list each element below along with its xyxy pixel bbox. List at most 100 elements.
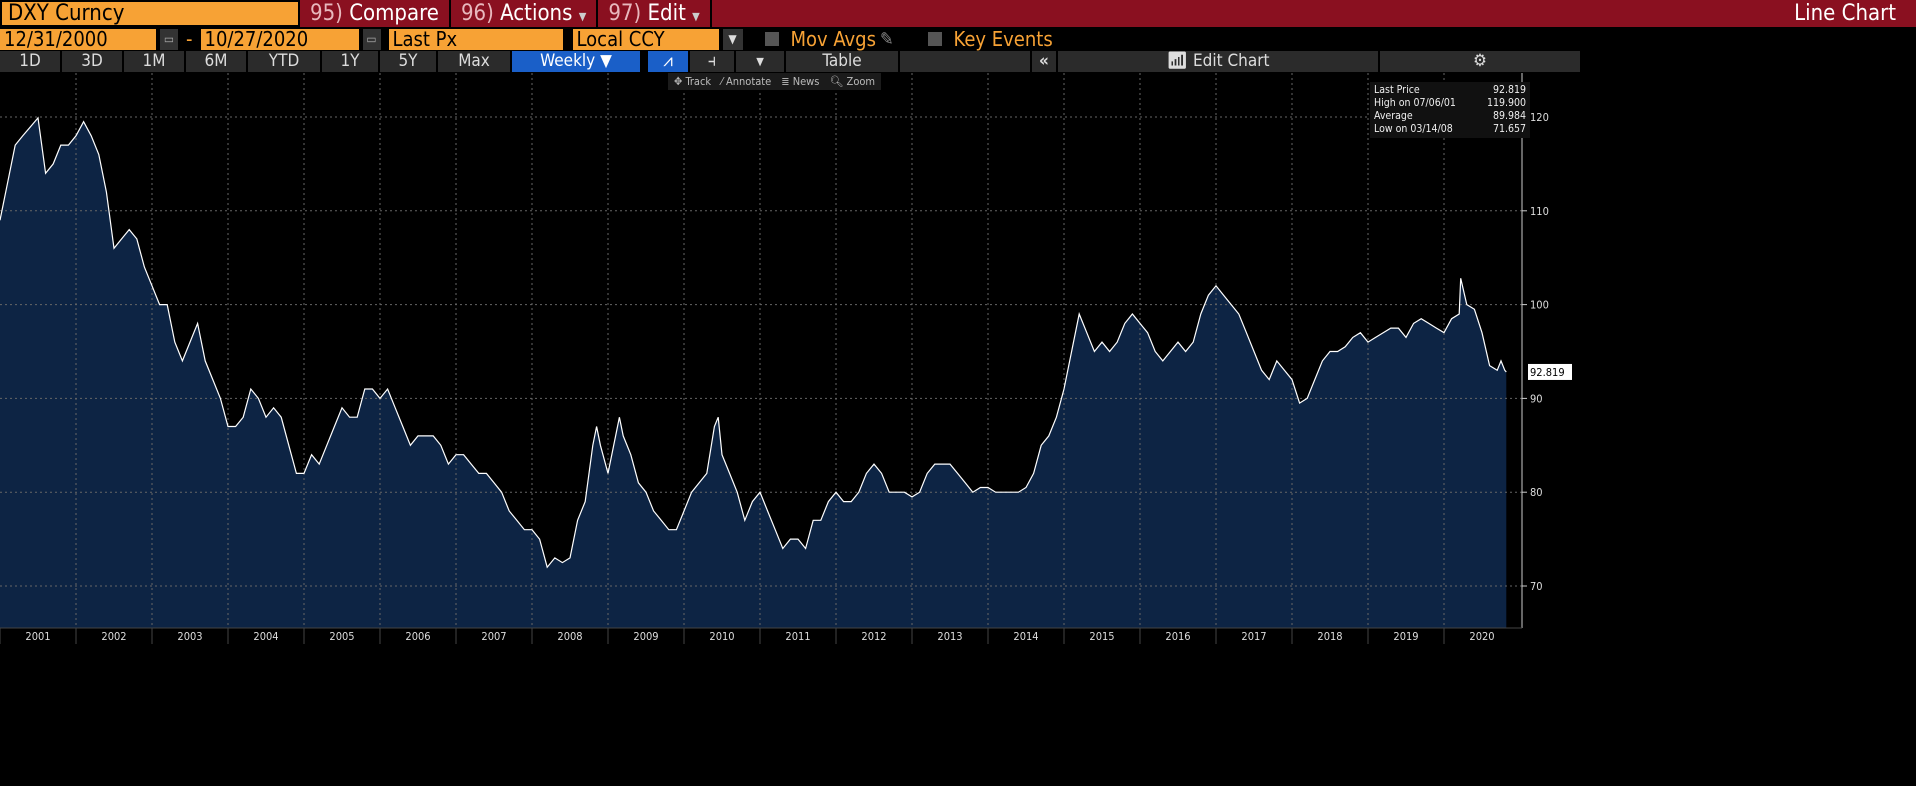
y-tick-label: 80	[1530, 486, 1543, 499]
news-tool[interactable]: ≣ News	[781, 75, 820, 88]
chart-legend: Last Price 92.819 High on 07/06/01 119.900…	[1370, 82, 1530, 138]
legend-avg-value: 89.984	[1492, 110, 1526, 122]
ticker-field[interactable]: DXY Curncy	[0, 0, 300, 27]
calendar-icon[interactable]: ▭	[160, 28, 178, 50]
x-tick-label: 2017	[1241, 630, 1266, 643]
legend-last-price[interactable]: Last Price 92.819	[1374, 84, 1526, 97]
chevron-down-icon[interactable]: ▼	[736, 51, 784, 72]
legend-last-value: 92.819	[1492, 84, 1526, 96]
news-label: News	[792, 75, 820, 88]
calendar-icon[interactable]: ▭	[362, 28, 381, 50]
legend-high-value: 119.900	[1486, 97, 1526, 109]
last-value-label: 92.819	[1530, 366, 1565, 379]
edit-button[interactable]: 97) Edit ▼	[598, 0, 712, 27]
mov-avgs-checkbox[interactable]	[764, 32, 779, 46]
annotate-label: Annotate	[725, 75, 772, 88]
line-chart[interactable]: 70 80 90 100 110 120 2001 2002 2003 2004 2005 2006 2…	[0, 73, 1916, 648]
chart-tools: ✥ Track ⁄ Annotate ≣ News 🔍︎ Zoom	[668, 73, 882, 90]
price-line	[0, 116, 1507, 569]
chart-toolbar: 1D 3D 1M 6M YTD 1Y 5Y Max Weekly ▼ ⩘ ⫞ ▼…	[0, 51, 1916, 72]
x-tick-label: 2014	[1013, 630, 1038, 643]
x-tick-label: 2008	[557, 630, 582, 643]
header-bar: DXY Curncy 95) Compare 96) Actions ▼ 97)…	[0, 0, 1916, 27]
area-fill	[0, 117, 1507, 629]
y-tick-label: 90	[1530, 392, 1543, 405]
start-date-field[interactable]: 12/31/2000	[0, 28, 156, 50]
track-label: Track	[685, 75, 712, 88]
annotate-tool[interactable]: ⁄ Annotate	[721, 75, 772, 88]
x-tick-label: 2003	[177, 630, 202, 643]
x-tick-label: 2010	[709, 630, 734, 643]
compare-button[interactable]: 95) Compare	[300, 0, 451, 27]
legend-low-label: Low on 03/14/08	[1374, 123, 1453, 135]
toolbar-spacer	[900, 51, 1030, 72]
range-1y[interactable]: 1Y	[322, 51, 378, 72]
x-tick-label: 2018	[1317, 630, 1342, 643]
options-bar: 12/31/2000 ▭ - 10/27/2020 ▭ Last Px Loca…	[0, 27, 1916, 51]
key-events-checkbox[interactable]	[927, 32, 942, 46]
range-6m[interactable]: 6M	[186, 51, 246, 72]
legend-low-value: 71.657	[1492, 123, 1526, 135]
actions-button[interactable]: 96) Actions ▼	[450, 0, 599, 27]
compare-label: Compare	[349, 1, 439, 26]
legend-avg-label: Average	[1374, 110, 1413, 122]
mov-avgs-label[interactable]: Mov Avgs	[790, 27, 876, 51]
compare-num: 95)	[310, 1, 343, 26]
chevron-down-icon[interactable]: ▼	[722, 28, 743, 50]
range-3d[interactable]: 3D	[62, 51, 122, 72]
x-tick-label: 2011	[785, 630, 810, 643]
collapse-button[interactable]: «	[1032, 51, 1056, 72]
legend-average: Average 89.984	[1374, 110, 1526, 123]
y-tick-label: 100	[1530, 299, 1549, 312]
legend-low: Low on 03/14/08 71.657	[1374, 123, 1526, 136]
caret-down-icon: ▼	[692, 10, 700, 23]
period-select[interactable]: Weekly ▼	[512, 51, 640, 72]
y-tick-label: 110	[1530, 205, 1549, 218]
edit-chart-label: Edit Chart	[1192, 51, 1270, 71]
end-date-field[interactable]: 10/27/2020	[200, 28, 359, 50]
track-tool[interactable]: ✥ Track	[674, 75, 712, 88]
x-tick-label: 2009	[633, 630, 658, 643]
settings-gear-icon[interactable]: ⚙	[1380, 51, 1580, 72]
x-tick-label: 2001	[25, 630, 50, 643]
range-1d[interactable]: 1D	[0, 51, 60, 72]
x-tick-label: 2016	[1165, 630, 1190, 643]
key-events-label[interactable]: Key Events	[953, 27, 1053, 51]
y-tick-label: 70	[1530, 580, 1543, 593]
legend-last-label: Last Price	[1374, 84, 1420, 96]
caret-down-icon: ▼	[578, 10, 587, 23]
x-tick-label: 2007	[481, 630, 506, 643]
edit-chart-button[interactable]: 📶︎ Edit Chart	[1058, 51, 1378, 72]
y-tick-label: 120	[1530, 111, 1549, 124]
page-title: Line Chart	[1794, 1, 1896, 26]
pencil-icon[interactable]: ✎	[879, 28, 894, 50]
x-tick-label: 2004	[253, 630, 278, 643]
x-tick-label: 2005	[329, 630, 354, 643]
zoom-tool[interactable]: 🔍︎ Zoom	[829, 75, 876, 88]
field-select[interactable]: Last Px	[388, 28, 563, 50]
zoom-label: Zoom	[846, 75, 876, 88]
range-max[interactable]: Max	[438, 51, 510, 72]
range-5y[interactable]: 5Y	[380, 51, 436, 72]
last-value-tag	[1528, 363, 1572, 380]
x-tick-label: 2013	[937, 630, 962, 643]
x-tick-label: 2015	[1089, 630, 1114, 643]
edit-num: 97)	[608, 1, 642, 26]
x-tick-label: 2006	[405, 630, 430, 643]
bar-chart-icon[interactable]: ⫞	[690, 51, 734, 72]
edit-label: Edit	[647, 1, 686, 26]
actions-num: 96)	[460, 1, 494, 26]
date-separator: -	[186, 27, 193, 51]
legend-high-label: High on 07/06/01	[1374, 97, 1456, 109]
x-tick-label: 2002	[101, 630, 126, 643]
x-tick-label: 2019	[1393, 630, 1418, 643]
edit-chart-icon: 📶︎	[1166, 51, 1189, 71]
actions-label: Actions	[500, 1, 573, 26]
x-tick-label: 2012	[861, 630, 886, 643]
x-tick-label: 2020	[1469, 630, 1494, 643]
currency-select[interactable]: Local CCY	[572, 28, 719, 50]
range-ytd[interactable]: YTD	[248, 51, 320, 72]
table-button[interactable]: Table	[786, 51, 898, 72]
line-chart-icon[interactable]: ⩘	[648, 51, 688, 72]
range-1m[interactable]: 1M	[124, 51, 184, 72]
